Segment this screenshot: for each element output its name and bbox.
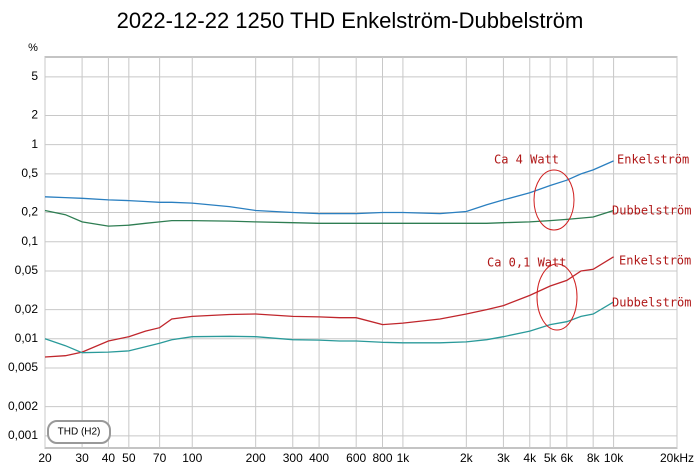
series-line — [44, 256, 614, 358]
box-label: THD (H2) — [58, 427, 101, 438]
x-tick-label: 20kHz — [660, 451, 694, 465]
x-tick-label: 8k — [587, 451, 601, 465]
x-tick-label: 200 — [246, 451, 266, 465]
series-line — [44, 301, 614, 354]
y-tick-label: 0,1 — [21, 234, 38, 248]
x-tick-label: 4k — [523, 451, 537, 465]
lines — [44, 160, 614, 358]
y-tick-label: 5 — [31, 69, 38, 83]
series-line — [44, 160, 614, 215]
x-tick-label: 20 — [38, 451, 52, 465]
annotation: Ca 0,1 Watt — [487, 256, 566, 270]
series-label: Enkelström — [619, 254, 691, 268]
series-label: Enkelström — [617, 153, 689, 167]
x-tick-label: 30 — [75, 451, 89, 465]
x-tick-label: 40 — [102, 451, 116, 465]
annotation: Ca 4 Watt — [494, 153, 559, 167]
x-tick-label: 600 — [346, 451, 366, 465]
series-label: Dubbelström — [612, 296, 691, 310]
y-tick-label: 0,01 — [15, 331, 39, 345]
x-tick-label: 5k — [544, 451, 558, 465]
series-label: Dubbelström — [612, 204, 691, 218]
x-tick-label: 400 — [309, 451, 329, 465]
label-box — [47, 420, 111, 444]
y-tick-label: 0,02 — [15, 302, 39, 316]
chart-title: 2022-12-22 1250 THD Enkelström-Dubbelstr… — [117, 8, 584, 33]
x-tick-label: 2k — [460, 451, 474, 465]
grid — [44, 57, 678, 448]
x-tick-label: 1k — [397, 451, 411, 465]
y-tick-label: 0,002 — [8, 399, 38, 413]
highlight-ellipse — [533, 169, 575, 231]
y-tick-label: 0,2 — [21, 205, 38, 219]
y-tick-label: 2 — [31, 108, 38, 122]
y-unit: % — [28, 42, 38, 54]
y-tick-label: 0,05 — [15, 263, 39, 277]
x-tick-label: 10k — [604, 451, 624, 465]
series-line — [44, 209, 614, 227]
x-tick-label: 70 — [153, 451, 167, 465]
y-tick-label: 0,5 — [21, 166, 38, 180]
x-tick-label: 50 — [122, 451, 136, 465]
x-tick-label: 300 — [283, 451, 303, 465]
x-tick-label: 6k — [561, 451, 575, 465]
x-tick-label: 3k — [497, 451, 511, 465]
y-tick-label: 0,005 — [8, 360, 38, 374]
x-tick-label: 800 — [372, 451, 392, 465]
y-tick-label: 1 — [31, 137, 38, 151]
y-tick-label: 0,001 — [8, 428, 38, 442]
highlight-ellipse — [536, 263, 578, 331]
x-tick-label: 100 — [182, 451, 202, 465]
